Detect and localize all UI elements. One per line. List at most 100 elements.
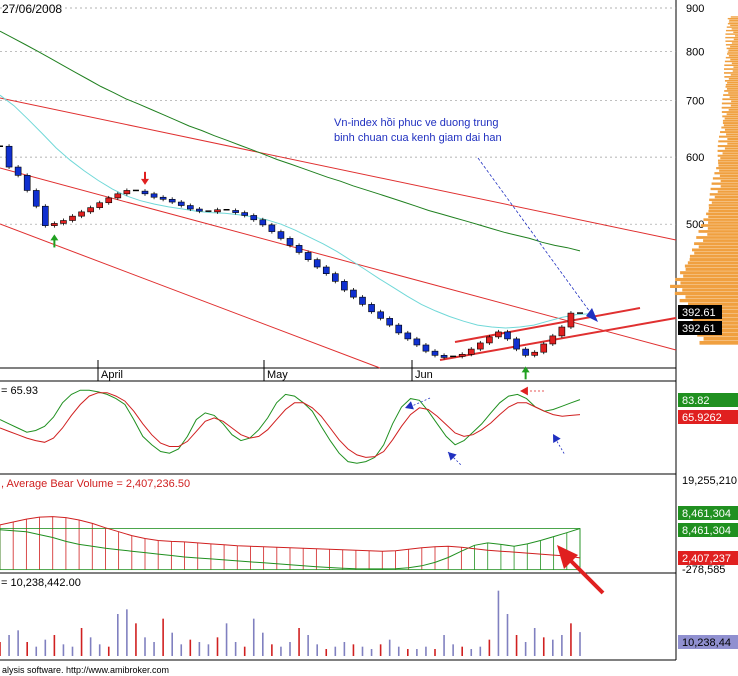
volume-profile-bar: [727, 17, 738, 20]
volume-bars: [0, 590, 581, 656]
volume-profile-bar: [730, 58, 738, 61]
candle-down: [313, 259, 321, 268]
volume-profile-bar: [718, 135, 738, 138]
candles: [0, 144, 583, 360]
candle-down: [332, 273, 339, 282]
candle-up: [495, 331, 502, 338]
candle-down: [168, 198, 176, 203]
volume-profile-bar: [732, 70, 738, 72]
volume-profile-bar: [720, 157, 738, 160]
volume-profile-bar: [728, 21, 738, 23]
short-term-channel-top: [454, 307, 641, 343]
volume-profile-bar: [688, 302, 738, 306]
volume-profile-bar: [727, 53, 738, 55]
volume-profile-bar: [721, 102, 738, 105]
volume-title: = 10,238,442.00: [1, 577, 81, 589]
volume-profile-bar: [725, 44, 738, 46]
annotation-pointer: [477, 157, 591, 313]
osc-green-badge: 83.82: [682, 395, 710, 407]
candle-up: [51, 223, 58, 226]
volume-profile-bar: [726, 26, 738, 28]
volume-profile-bar: [717, 145, 738, 148]
volume-average-lines: [0, 516, 605, 595]
candle-down: [241, 212, 248, 216]
volume-profile-bar: [699, 340, 738, 345]
volume-profile-bar: [733, 38, 738, 41]
last-price-badge: 392.61: [682, 323, 716, 335]
volume-profile-bar: [675, 277, 738, 282]
candle-down: [268, 224, 276, 232]
candle-down: [32, 190, 40, 207]
osc-blue-arrow: [553, 434, 561, 443]
volume-profile-bar: [689, 258, 738, 261]
candle-down: [177, 201, 185, 206]
moving-averages: [0, 30, 591, 329]
volume-profile-bar: [708, 215, 738, 219]
candle-down: [368, 304, 375, 313]
candle-down: [404, 332, 412, 340]
volume-profile-bar: [707, 227, 738, 230]
osc-hint-line: [554, 437, 566, 456]
big-red-arrow-head: [557, 545, 578, 569]
volume-profile-bar: [724, 90, 738, 92]
volume-profile-bar: [680, 271, 738, 275]
volume-profile-bar: [722, 122, 738, 124]
candle-down: [431, 350, 439, 356]
volume-profile-bar: [712, 177, 738, 180]
volume-profile-bar: [694, 242, 738, 246]
candle-down: [522, 348, 529, 356]
volavg-title: , Average Bear Volume = 2,407,236.50: [1, 478, 190, 490]
date-label: 27/06/2008: [2, 2, 62, 16]
volume-profile-bar: [733, 31, 738, 34]
candle-down: [341, 281, 348, 291]
volume-profile-bar: [725, 40, 738, 42]
volume-profile-bar: [724, 64, 738, 67]
volume-profile-bar: [731, 28, 738, 30]
candle-up: [87, 207, 94, 213]
candle-up: [477, 342, 484, 350]
volume-profile-bar: [727, 81, 738, 84]
volume-profile-bar: [708, 206, 738, 210]
osc-blue-arrow: [448, 452, 457, 461]
volume-profile-bar: [728, 92, 738, 94]
volavg-green-badge: 8,461,304: [682, 508, 731, 520]
osc-blue-arrow: [405, 401, 414, 410]
volume-profile-bar: [674, 291, 738, 296]
osc-red-badge-bg: [678, 410, 738, 424]
last-price-badge: 392.61: [682, 307, 716, 319]
channel-middle-line: [0, 167, 677, 351]
candle-down: [277, 231, 285, 239]
candle-up: [467, 348, 475, 355]
volume-profile-bar: [683, 274, 738, 278]
volume-profile-bar: [709, 198, 738, 202]
candle-down: [5, 145, 13, 168]
osc-green-badge-bg: [678, 393, 738, 407]
volume-profile-bar: [720, 131, 738, 134]
volavg-band: [0, 528, 581, 571]
volavg-red-badge-bg: [678, 551, 738, 565]
candle-up: [214, 209, 221, 213]
volume-profile-bar: [733, 66, 738, 68]
candle-down: [304, 252, 312, 260]
candle-down: [386, 318, 393, 326]
volume-profile-bar: [708, 209, 738, 213]
volume-profile-bar: [727, 23, 738, 25]
volume-profile-bar: [687, 261, 738, 265]
candle-down: [295, 245, 303, 253]
last-price-badge-bg: [678, 321, 722, 335]
candle-down: [42, 205, 49, 226]
price-axis: 900 800 700 600 500: [686, 3, 704, 231]
volume-profile-bar: [710, 187, 738, 191]
candle-down: [187, 205, 194, 210]
volume-profile-bar: [725, 33, 738, 35]
volume-profile-bar: [717, 159, 738, 162]
volume-profile-bar: [718, 162, 738, 165]
candle-down: [250, 215, 258, 221]
volume-profile-bar: [724, 79, 738, 82]
footer-credit: alysis software. http://www.amibroker.co…: [2, 665, 169, 675]
volume-profile-bar: [714, 195, 738, 199]
osc-green-line: [0, 389, 581, 464]
price-tick-label: 500: [686, 219, 704, 231]
volume-profile-bar: [696, 236, 738, 239]
volavg-tick-label: 19,255,210: [682, 475, 737, 487]
